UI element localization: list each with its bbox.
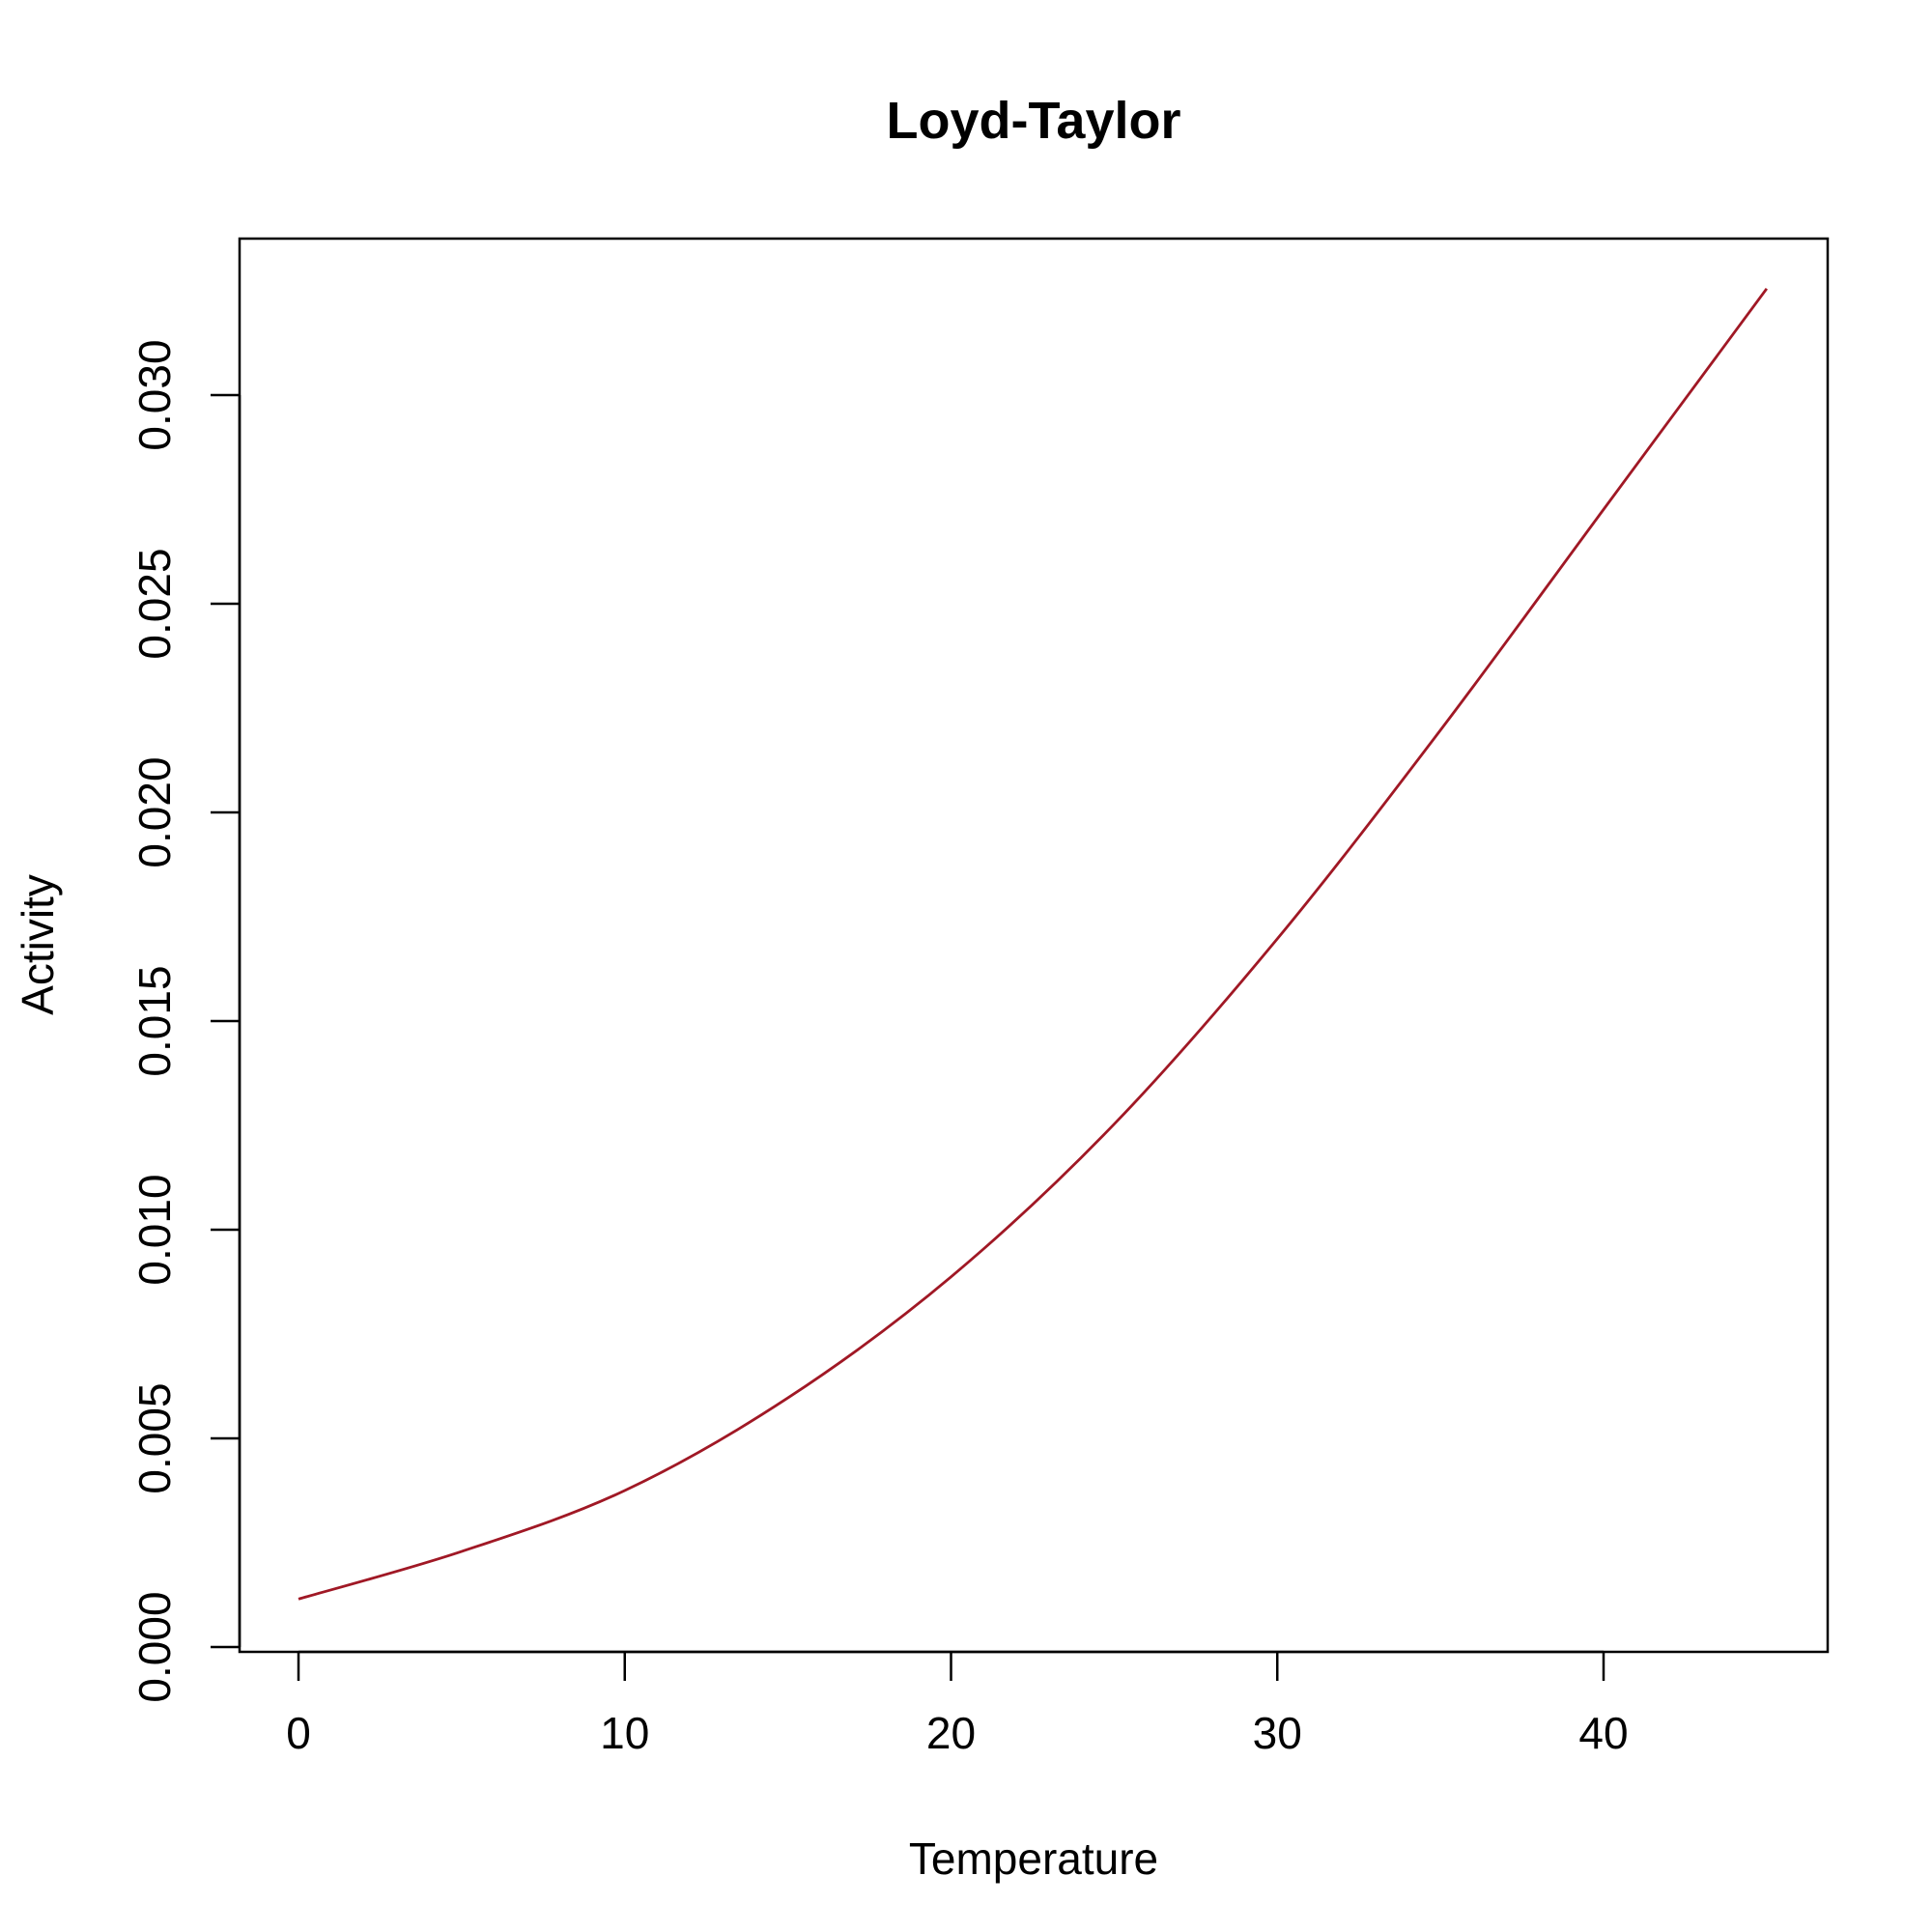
y-tick-label: 0.020 [129, 756, 180, 867]
series-layer [298, 288, 1769, 1601]
x-tick-label: 30 [1253, 1708, 1302, 1758]
y-tick-label: 0.025 [129, 548, 180, 659]
x-tick-label: 20 [926, 1708, 976, 1758]
chart-title: Loyd-Taylor [886, 92, 1180, 150]
series-line [298, 288, 1769, 1601]
y-tick-label: 0.005 [129, 1382, 180, 1493]
y-axis-label: Activity [13, 874, 63, 1015]
plot-frame [238, 237, 1830, 1654]
x-tick-label: 10 [600, 1708, 649, 1758]
y-tick-label: 0.000 [129, 1591, 180, 1702]
y-axis: 0.000 0.005 0.010 0.015 0.020 0.025 0.030 [129, 339, 242, 1703]
x-axis: 0 10 20 30 40 [286, 1650, 1629, 1758]
x-axis-label: Temperature [909, 1833, 1158, 1884]
x-tick-label: 0 [286, 1708, 311, 1758]
y-tick-label: 0.010 [129, 1174, 180, 1285]
y-tick-label: 0.030 [129, 339, 180, 450]
y-tick-label: 0.015 [129, 965, 180, 1076]
x-tick-label: 40 [1578, 1708, 1628, 1758]
